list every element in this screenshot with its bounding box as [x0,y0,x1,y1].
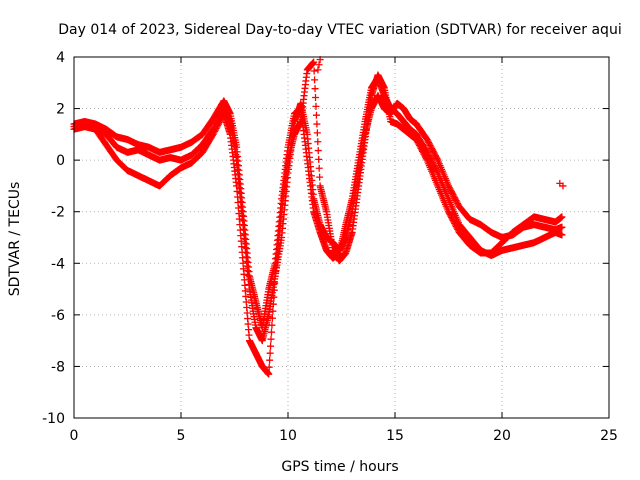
y-tick-label: 2 [56,102,65,118]
data-point [267,335,275,343]
data-point [558,213,566,221]
data-point [315,61,323,69]
x-tick-label: 25 [600,428,618,444]
y-tick-label: 4 [56,50,65,66]
data-point [433,155,441,163]
x-axis-label: GPS time / hours [281,459,398,475]
y-tick-label: 0 [56,153,65,169]
axis-ticks: 0 5 10 15 20 25 -10 -8 -6 -4 -2 0 2 4 [42,50,618,444]
data-point [422,155,430,163]
y-tick-label: -6 [51,308,65,324]
data-point [558,231,566,239]
data-point [268,314,276,322]
data-point [266,356,274,364]
data-point [265,363,273,371]
data-point [315,155,323,163]
data-point [559,182,567,190]
x-tick-label: 10 [279,428,297,444]
data-point [312,111,320,119]
data-point [313,120,321,128]
data-point [269,307,277,315]
data-point [313,129,321,137]
data-point [314,147,322,155]
y-tick-label: -8 [51,359,65,375]
y-tick-label: -10 [42,411,65,427]
data-point [270,286,278,294]
data-point [265,370,273,378]
data-point [266,349,274,357]
data-point [316,173,324,181]
data-point [310,58,318,66]
data-point [269,300,277,308]
data-point [315,164,323,172]
y-axis-label: SDTVAR / TECUs [7,182,23,297]
data-point [267,328,275,336]
data-point [311,76,319,84]
data-point [310,67,318,75]
data-point [311,85,319,93]
y-tick-label: -2 [51,205,65,221]
plot-frame [73,56,610,419]
x-tick-label: 15 [386,428,404,444]
data-point [312,102,320,110]
data-point [558,223,566,231]
data-marks [70,56,567,378]
data-point [314,138,322,146]
series-track-1 [70,92,566,345]
x-tick-label: 5 [177,428,186,444]
data-point [314,66,322,74]
chart-title: Day 014 of 2023, Sidereal Day-to-day VTE… [58,22,621,38]
x-tick-label: 0 [70,428,79,444]
data-point [312,94,320,102]
y-tick-label: -4 [51,256,65,272]
series-track-3 [70,58,566,378]
data-point [268,321,276,329]
data-point [267,342,275,350]
x-tick-label: 20 [493,428,511,444]
data-point [270,293,278,301]
data-point [271,279,279,287]
